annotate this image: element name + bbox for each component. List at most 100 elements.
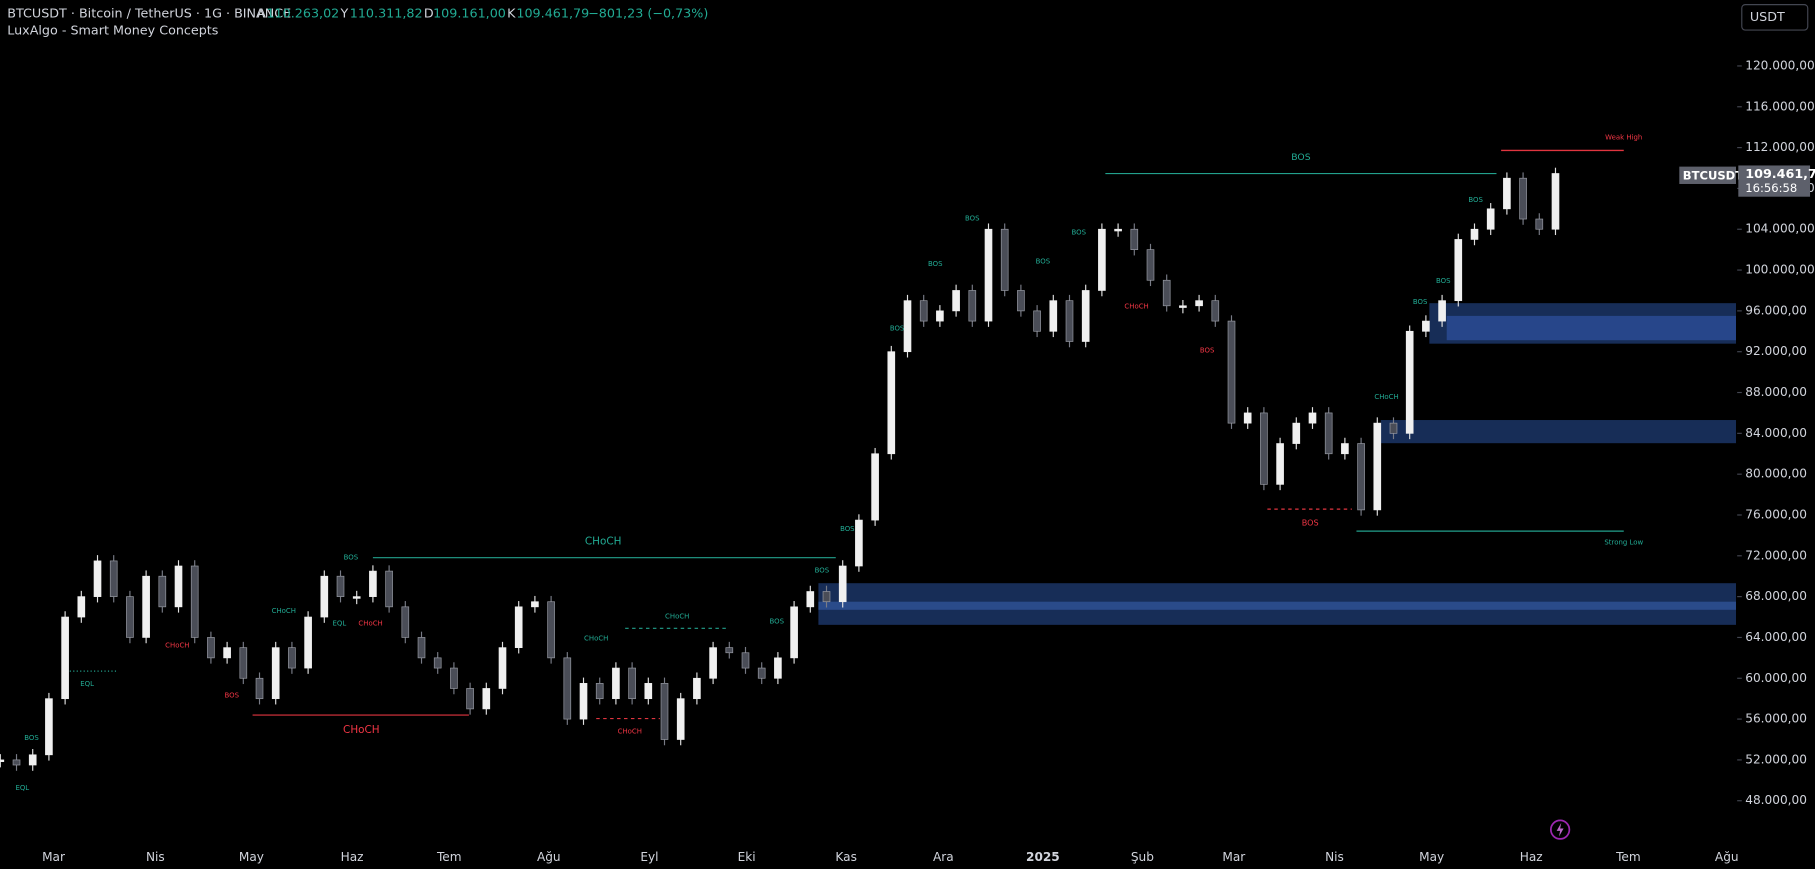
y-tick-label: 80.000,00 — [1745, 467, 1807, 481]
y-tick-label: 60.000,00 — [1745, 671, 1807, 685]
candle — [936, 310, 944, 322]
y-tick-label: 68.000,00 — [1745, 589, 1807, 603]
ohlc-value: 109.461,79 — [516, 5, 589, 20]
structure-label: BOS — [815, 566, 830, 574]
candle — [255, 677, 264, 700]
x-tick-label: Mar — [42, 850, 65, 864]
price-tag-price: 109.461,79 — [1745, 166, 1815, 181]
x-tick-label: May — [239, 850, 264, 864]
candle — [0, 759, 5, 762]
candle — [1065, 300, 1074, 342]
price-tag-symbol: BTCUSDT — [1683, 168, 1743, 182]
structure-label: CHoCH — [1124, 303, 1148, 311]
candle — [1438, 300, 1446, 322]
ohlc-key: Y — [340, 5, 349, 20]
x-tick-label: Haz — [341, 850, 364, 864]
candle — [336, 575, 345, 597]
y-tick-label: 76.000,00 — [1745, 507, 1807, 521]
candle — [919, 300, 928, 322]
candle — [612, 667, 620, 700]
candle — [1503, 177, 1511, 210]
structure-label: CHoCH — [343, 724, 380, 736]
candle — [693, 677, 701, 700]
candle — [450, 667, 458, 689]
ohlc-value: 109.161,00 — [433, 5, 506, 20]
ohlc-value: 110.311,82 — [350, 5, 423, 20]
candle — [369, 570, 377, 597]
candle — [93, 560, 102, 597]
candle — [1130, 228, 1139, 250]
candle — [709, 647, 717, 679]
structure-label: BOS — [224, 691, 239, 699]
candle — [1405, 330, 1414, 434]
currency-button[interactable] — [1741, 4, 1809, 31]
alert-icon-bolt[interactable] — [1556, 822, 1564, 837]
price-change: −801,23 (−0,73%) — [588, 5, 708, 20]
x-tick-label: Nis — [146, 850, 165, 864]
y-tick-label: 120.000,00 — [1745, 58, 1814, 72]
y-tick-label: 112.000,00 — [1745, 140, 1814, 154]
structure-label: EQL — [80, 680, 94, 688]
structure-label: CHoCH — [1374, 393, 1398, 401]
candle — [1486, 208, 1495, 230]
alert-icon[interactable] — [1549, 819, 1571, 840]
ohlc-value: 110.263,02 — [266, 5, 339, 20]
candle — [109, 560, 118, 597]
candle — [385, 570, 393, 608]
candle — [952, 290, 960, 312]
y-tick-label: 88.000,00 — [1745, 385, 1807, 399]
structure-label: BOS — [928, 260, 943, 268]
y-tick-label: 116.000,00 — [1745, 99, 1814, 113]
order-block — [1380, 420, 1737, 444]
structure-label: BOS — [769, 617, 784, 625]
candle — [320, 575, 329, 618]
y-tick-label: 48.000,00 — [1745, 793, 1807, 807]
candle — [1519, 177, 1527, 220]
order-block-band — [818, 601, 1737, 610]
structure-label: CHoCH — [584, 635, 608, 643]
candle — [482, 688, 491, 710]
structure-label: BOS — [344, 554, 359, 562]
x-tick-label: Ara — [933, 850, 954, 864]
x-tick-label: May — [1419, 850, 1444, 864]
currency-label[interactable]: USDT — [1750, 9, 1785, 24]
candle — [1341, 443, 1349, 455]
candle — [1211, 300, 1220, 322]
candle — [676, 698, 685, 740]
x-tick-label: Tem — [436, 850, 462, 864]
candle — [1454, 239, 1463, 302]
candle — [223, 647, 231, 659]
candle — [725, 647, 734, 654]
x-tick-label: Kas — [835, 850, 857, 864]
y-tick-label: 72.000,00 — [1745, 548, 1807, 562]
candle — [126, 596, 134, 638]
y-tick-label: 84.000,00 — [1745, 426, 1807, 440]
candle — [1114, 228, 1122, 232]
candle — [968, 290, 977, 322]
y-tick-label: 104.000,00 — [1745, 222, 1814, 236]
candle — [822, 591, 831, 603]
candle — [1535, 218, 1544, 230]
candle — [1324, 412, 1333, 455]
x-tick-label: 2025 — [1026, 850, 1060, 864]
order-block-band — [1446, 315, 1737, 341]
structure-label: CHoCH — [665, 613, 689, 621]
candle — [304, 616, 312, 669]
candle — [1292, 422, 1301, 444]
candle — [774, 657, 782, 679]
candle — [142, 575, 150, 638]
price-tag-box — [1738, 165, 1811, 197]
price-tag-countdown: 16:56:58 — [1745, 181, 1797, 195]
structure-label: BOS — [890, 325, 905, 333]
structure-label: BOS — [1200, 347, 1215, 355]
x-tick-label: Ağu — [1715, 850, 1739, 864]
candle — [45, 698, 53, 756]
structure-label: BOS — [1291, 152, 1310, 163]
candle — [595, 683, 604, 700]
x-tick-label: Tem — [1615, 850, 1641, 864]
candle — [628, 667, 636, 700]
candle — [1260, 412, 1268, 485]
structure-label: BOS — [840, 525, 855, 533]
x-tick-label: Mar — [1222, 850, 1245, 864]
candle — [77, 596, 86, 618]
